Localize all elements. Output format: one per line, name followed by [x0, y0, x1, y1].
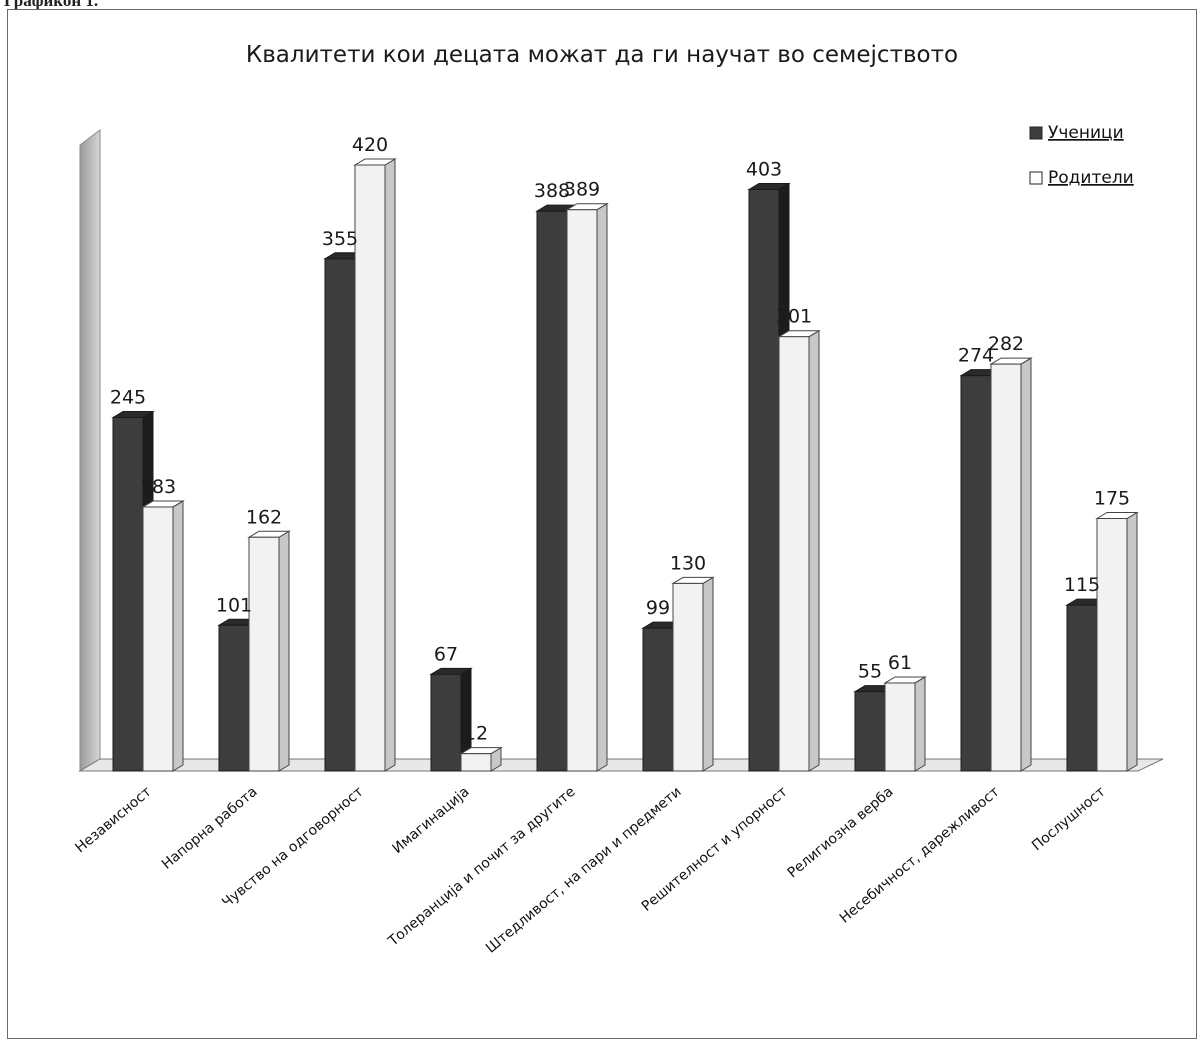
- bar: [459, 746, 503, 772]
- bar-front: [884, 682, 916, 772]
- bar-front: [960, 375, 992, 772]
- x-tick-label: Толеранција и почит за другите: [385, 784, 579, 950]
- data-label: 355: [322, 228, 358, 250]
- data-label: 162: [246, 506, 282, 528]
- bar: [883, 676, 927, 772]
- x-tick-label: Напорна работа: [159, 784, 261, 873]
- bar-front: [566, 209, 598, 772]
- chart-title: Квалитети кои децата можат да ги научат …: [246, 42, 958, 68]
- data-label: 245: [110, 387, 146, 409]
- bar-front: [218, 624, 250, 772]
- bar-front: [430, 673, 462, 772]
- bar: [565, 202, 609, 772]
- bar-front: [1066, 604, 1098, 772]
- legend-swatch: [1029, 126, 1043, 140]
- data-label: 403: [746, 159, 782, 181]
- bar-front: [672, 582, 704, 772]
- bar-front: [460, 753, 492, 772]
- bar-side: [384, 158, 396, 772]
- bar: [141, 500, 185, 772]
- bar-front: [778, 336, 810, 772]
- bar: [671, 576, 715, 772]
- bar-side: [808, 329, 820, 772]
- data-label: 282: [988, 333, 1024, 355]
- data-label: 388: [534, 180, 570, 202]
- data-label: 420: [352, 134, 388, 156]
- data-label: 183: [140, 476, 176, 498]
- data-label: 274: [958, 345, 994, 367]
- legend-label: Родители: [1048, 168, 1134, 188]
- bar-side: [702, 576, 714, 772]
- bar-front: [248, 536, 280, 772]
- bar: [1095, 511, 1139, 772]
- bar-front: [642, 627, 674, 772]
- x-tick-label: Независност: [72, 784, 154, 857]
- legend-label: Ученици: [1048, 123, 1124, 143]
- x-tick-label: Имагинација: [390, 784, 473, 857]
- data-label: 175: [1094, 488, 1130, 510]
- bar: [989, 357, 1033, 772]
- bar-side: [1126, 511, 1138, 772]
- bar-front: [536, 210, 568, 772]
- bar-side: [278, 530, 290, 772]
- data-label: 12: [464, 723, 488, 745]
- back-wall: [79, 129, 101, 772]
- bar-front: [112, 417, 144, 772]
- data-label: 55: [858, 661, 882, 683]
- bar-front: [142, 506, 174, 772]
- bar-front: [354, 164, 386, 772]
- chart-frame: 245 183 101 162 355 420 67 12 388 389 99 130 403 301 5…: [7, 9, 1197, 1039]
- x-tick-label: Штедливост, на пари и предмети: [483, 784, 685, 957]
- bar-side: [914, 676, 926, 772]
- figure-caption: Графикон 1.: [4, 0, 99, 10]
- bar: [247, 530, 291, 772]
- bar-front: [854, 691, 886, 772]
- x-tick-label: Послушност: [1029, 784, 1109, 854]
- data-label: 301: [776, 306, 812, 328]
- legend-swatch: [1029, 171, 1043, 185]
- bar-side: [172, 500, 184, 772]
- bar-front: [748, 189, 780, 772]
- bar-front: [324, 258, 356, 772]
- x-tick-label: Религиозна верба: [785, 784, 897, 882]
- bar-side: [596, 202, 608, 772]
- data-label: 130: [670, 552, 706, 574]
- bar: [777, 329, 821, 772]
- bar-front: [1096, 518, 1128, 772]
- data-label: 99: [646, 597, 670, 619]
- data-label: 101: [216, 594, 252, 616]
- data-label: 115: [1064, 574, 1100, 596]
- data-label: 389: [564, 179, 600, 201]
- data-label: 61: [888, 652, 912, 674]
- bar: [353, 158, 397, 772]
- bar-side: [1020, 357, 1032, 772]
- bar: [429, 667, 473, 772]
- data-label: 67: [434, 643, 458, 665]
- bar-front: [990, 363, 1022, 772]
